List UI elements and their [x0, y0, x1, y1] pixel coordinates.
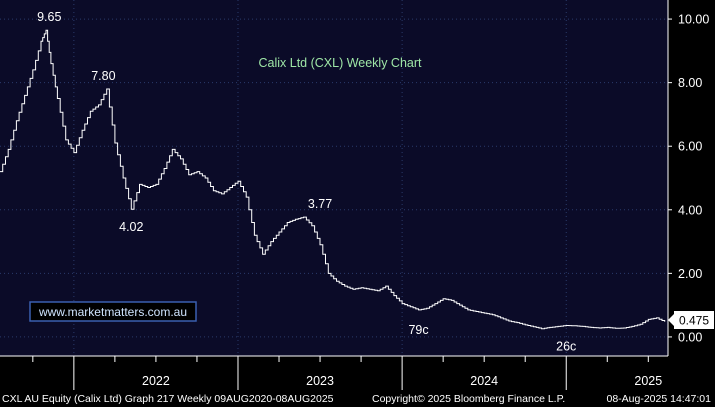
- footer: CXL AU Equity (Calix Ltd) Graph 217 Week…: [2, 393, 711, 405]
- y-tick-label: 2.00: [678, 267, 702, 281]
- footer-right: 08-Aug-2025 14:47:01: [606, 393, 711, 405]
- x-tick-label: 2024: [470, 374, 498, 388]
- annotation-label: 26c: [556, 340, 576, 354]
- y-tick-label: 6.00: [678, 140, 702, 154]
- last-price-box: [674, 311, 714, 329]
- annotation-label: 79c: [408, 323, 428, 337]
- y-tick-label: 8.00: [678, 76, 702, 90]
- y-tick-label: 4.00: [678, 203, 702, 217]
- footer-center: Copyright© 2025 Bloomberg Finance L.P.: [372, 393, 565, 405]
- y-axis: 0.00 2.00 4.00 6.00 8.00 10.00: [667, 0, 709, 356]
- watermark-text: www.marketmatters.com.au: [38, 305, 187, 319]
- annotation-label: 9.65: [37, 10, 61, 24]
- annotations: 9.65 7.80 4.02 3.77 79c 26c: [37, 10, 576, 353]
- x-tick-label: 2025: [634, 374, 662, 388]
- grid-lines: [0, 0, 668, 356]
- x-tick-label: 2022: [142, 374, 170, 388]
- watermark-box: [29, 301, 197, 322]
- annotation-label: 3.77: [308, 197, 332, 211]
- last-price-pointer: [668, 314, 674, 326]
- y-tick-label: 10.00: [678, 13, 709, 27]
- x-tick-label: 2023: [306, 374, 334, 388]
- annotation-label: 7.80: [91, 69, 115, 83]
- chart-title: Calix Ltd (CXL) Weekly Chart: [258, 56, 422, 70]
- y-tick-label: 0.00: [678, 330, 702, 344]
- last-price-marker: 0.475: [668, 311, 714, 329]
- price-series-line: [0, 29, 666, 330]
- plot-area: [0, 0, 668, 356]
- last-price-label: 0.475: [679, 314, 709, 328]
- annotation-label: 4.02: [119, 220, 143, 234]
- footer-left: CXL AU Equity (Calix Ltd) Graph 217 Week…: [2, 393, 334, 405]
- x-axis: 2022 2023 2024 2025: [0, 355, 668, 390]
